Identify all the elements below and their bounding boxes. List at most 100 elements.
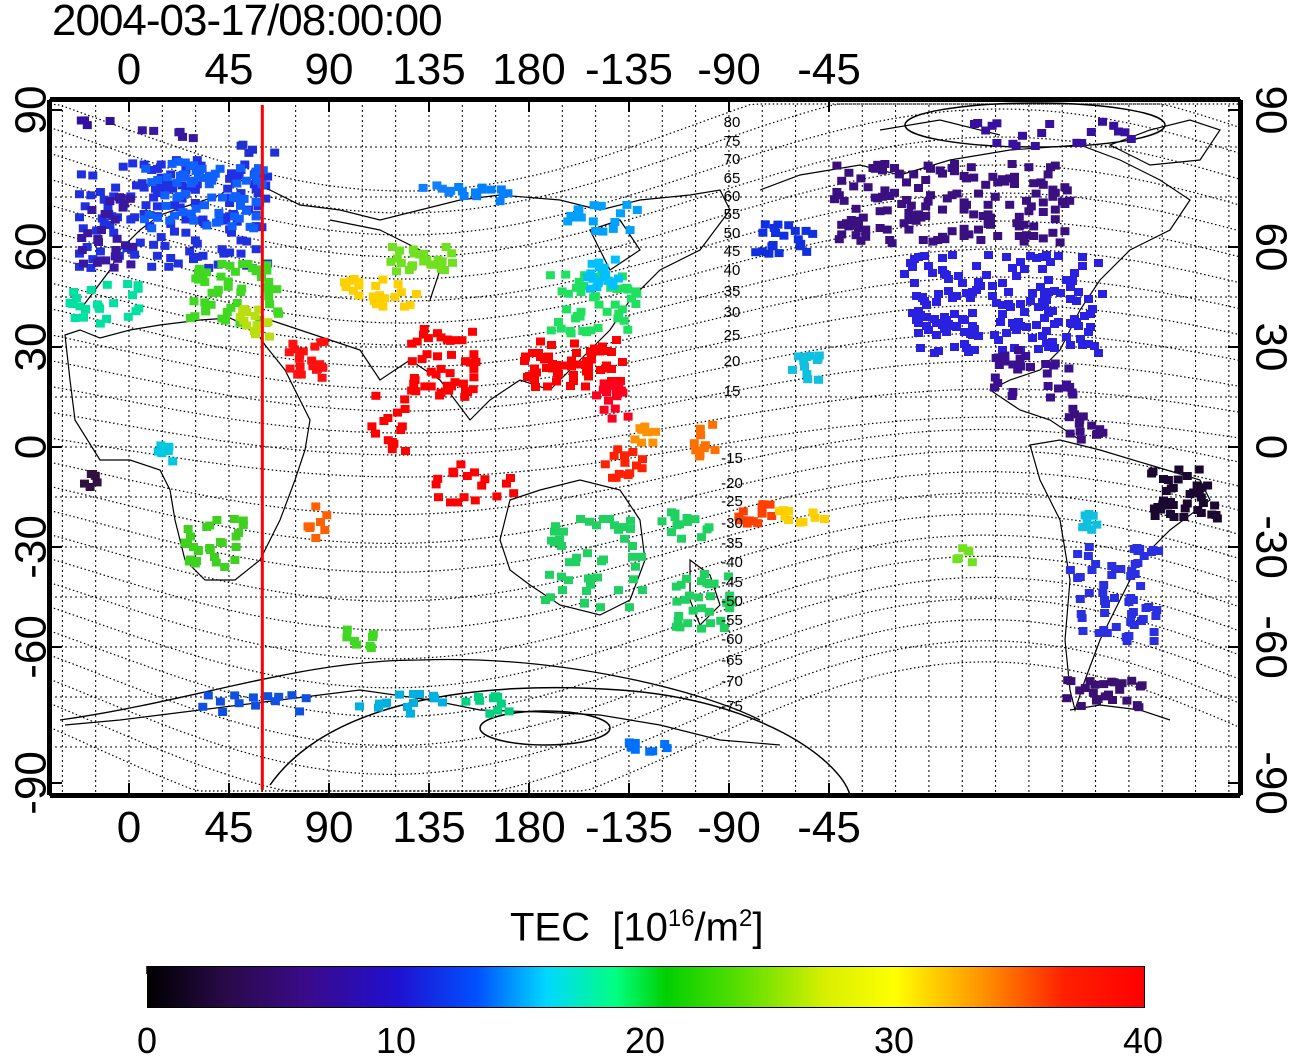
tec-cell-indonesia (638, 455, 647, 464)
tec-cell-arctic (174, 128, 184, 137)
tec-cell-canada (1014, 212, 1024, 221)
tec-cell-north-america (1088, 305, 1097, 313)
tec-cell-canada (947, 227, 957, 236)
tec-cell-china (590, 344, 599, 353)
lon-tick-label-top: 135 (392, 45, 465, 94)
tec-cell-north-america (1042, 327, 1051, 335)
tec-cell-canada (878, 192, 887, 201)
tec-cell-europe (254, 164, 263, 173)
tec-cell-australia (614, 586, 623, 595)
tec-cell-canada (1029, 232, 1039, 240)
tec-cell-antarctica (493, 692, 503, 701)
tec-cell-brazil (1194, 488, 1204, 496)
tec-cell-india (468, 327, 477, 336)
tec-cell-canada (1038, 180, 1048, 189)
tec-cell-india (423, 334, 433, 343)
tec-cell-north-america (1012, 272, 1021, 280)
tec-cell-europe (109, 299, 119, 308)
tec-cell-north-america (998, 346, 1007, 354)
tec-cell-alaska (764, 249, 774, 258)
tec-cell-arctic-na (1011, 141, 1021, 150)
tec-cell-europe (162, 185, 172, 194)
tec-cell-australia (626, 524, 635, 533)
tec-cell-north-america (1068, 320, 1077, 328)
tec-cell-indonesia (613, 445, 623, 454)
tec-cell-arctic (270, 148, 280, 157)
contour-label: 70 (724, 151, 741, 168)
contour-line (49, 332, 1241, 412)
tec-cell-europe (135, 238, 145, 247)
tec-cell-japan (613, 314, 623, 323)
tec-cell-south-america (1144, 603, 1154, 611)
tec-cell-canada (969, 173, 979, 182)
tec-cell-taiwan (599, 405, 609, 414)
lon-tick-label-top: 180 (492, 45, 565, 94)
contour-line (49, 416, 1241, 478)
tec-cell-europe (251, 197, 261, 206)
tec-cell-south-america (1146, 548, 1156, 556)
tec-cell-europe (173, 259, 183, 268)
tec-cell-brazil (1148, 467, 1158, 476)
contour-label: -60 (721, 631, 743, 648)
tec-cell-antarctica (493, 706, 503, 715)
tec-cell-canada (851, 204, 861, 213)
tec-cell-southern-ocean (342, 625, 352, 634)
tec-cell-asia (400, 302, 409, 311)
tec-cell-canada (854, 216, 863, 225)
tec-cell-china (602, 361, 611, 370)
tec-cell-canada (1038, 208, 1048, 216)
tec-cell-asia (404, 266, 414, 274)
tec-cell-mediterranean (216, 272, 226, 281)
tec-cell-antarctica (430, 694, 439, 703)
tec-cell-india (436, 364, 446, 373)
contour-label: 60 (724, 188, 741, 205)
tec-cell-north-america (912, 292, 921, 300)
tec-cell-arctic-na (992, 139, 1002, 147)
tec-cell-south-america (1139, 552, 1149, 560)
tec-cell-europe (101, 256, 111, 265)
map-title: 2004-03-17/08:00:00 (52, 0, 443, 45)
tec-cell-europe (75, 190, 84, 199)
tec-cell-canada (875, 207, 885, 216)
tec-cell-europe (94, 303, 104, 312)
tec-cell-canada (921, 212, 931, 220)
tec-cell-north-america (1066, 295, 1075, 303)
tec-cell-taiwan (610, 404, 620, 413)
tec-cell-caribbean (1087, 421, 1097, 430)
tec-cell-china (525, 372, 534, 380)
tec-cell-europe (97, 214, 107, 223)
contour-label: 55 (724, 206, 741, 223)
tec-cell-canada (947, 164, 957, 172)
tec-cell-japan (556, 324, 566, 333)
tec-cell-europe (183, 183, 193, 192)
tec-cell-siberia (498, 190, 508, 198)
tec-cell-mediterranean (225, 261, 235, 270)
tec-cell-canada (1048, 185, 1058, 194)
tec-cell-siberia (632, 206, 642, 214)
lon-tick-label-bottom: 0 (117, 803, 141, 852)
tec-cell-australia (550, 538, 559, 547)
tec-cell-canada (1022, 196, 1031, 205)
tec-cell-europe (190, 185, 200, 194)
tec-cell-europe (164, 262, 174, 271)
tec-cell-north-america (1034, 303, 1043, 311)
tec-cell-indonesia (431, 480, 441, 489)
tec-cell-india (442, 335, 452, 344)
tec-cell-canada (1060, 200, 1070, 208)
lat-tick-label-left: 30 (7, 323, 56, 372)
tec-cell-madagascar (320, 526, 330, 534)
tec-cell-north-america (1066, 341, 1075, 349)
tec-cell-north-america (1062, 276, 1071, 284)
tec-cell-nz (700, 570, 709, 578)
tec-cell-asia (371, 281, 381, 290)
tec-cell-australia (629, 575, 638, 584)
tec-cell-middle-east (295, 351, 305, 360)
tec-cell-nz (719, 624, 729, 632)
tec-cell-australia (557, 542, 566, 550)
tec-cell-europe (97, 226, 106, 234)
tec-cell-australia (610, 521, 619, 530)
tec-cell-japan (619, 316, 629, 325)
tec-cell-europe (225, 174, 235, 183)
tec-cell-mediterranean (207, 288, 217, 297)
tec-cell-canada (993, 178, 1003, 187)
